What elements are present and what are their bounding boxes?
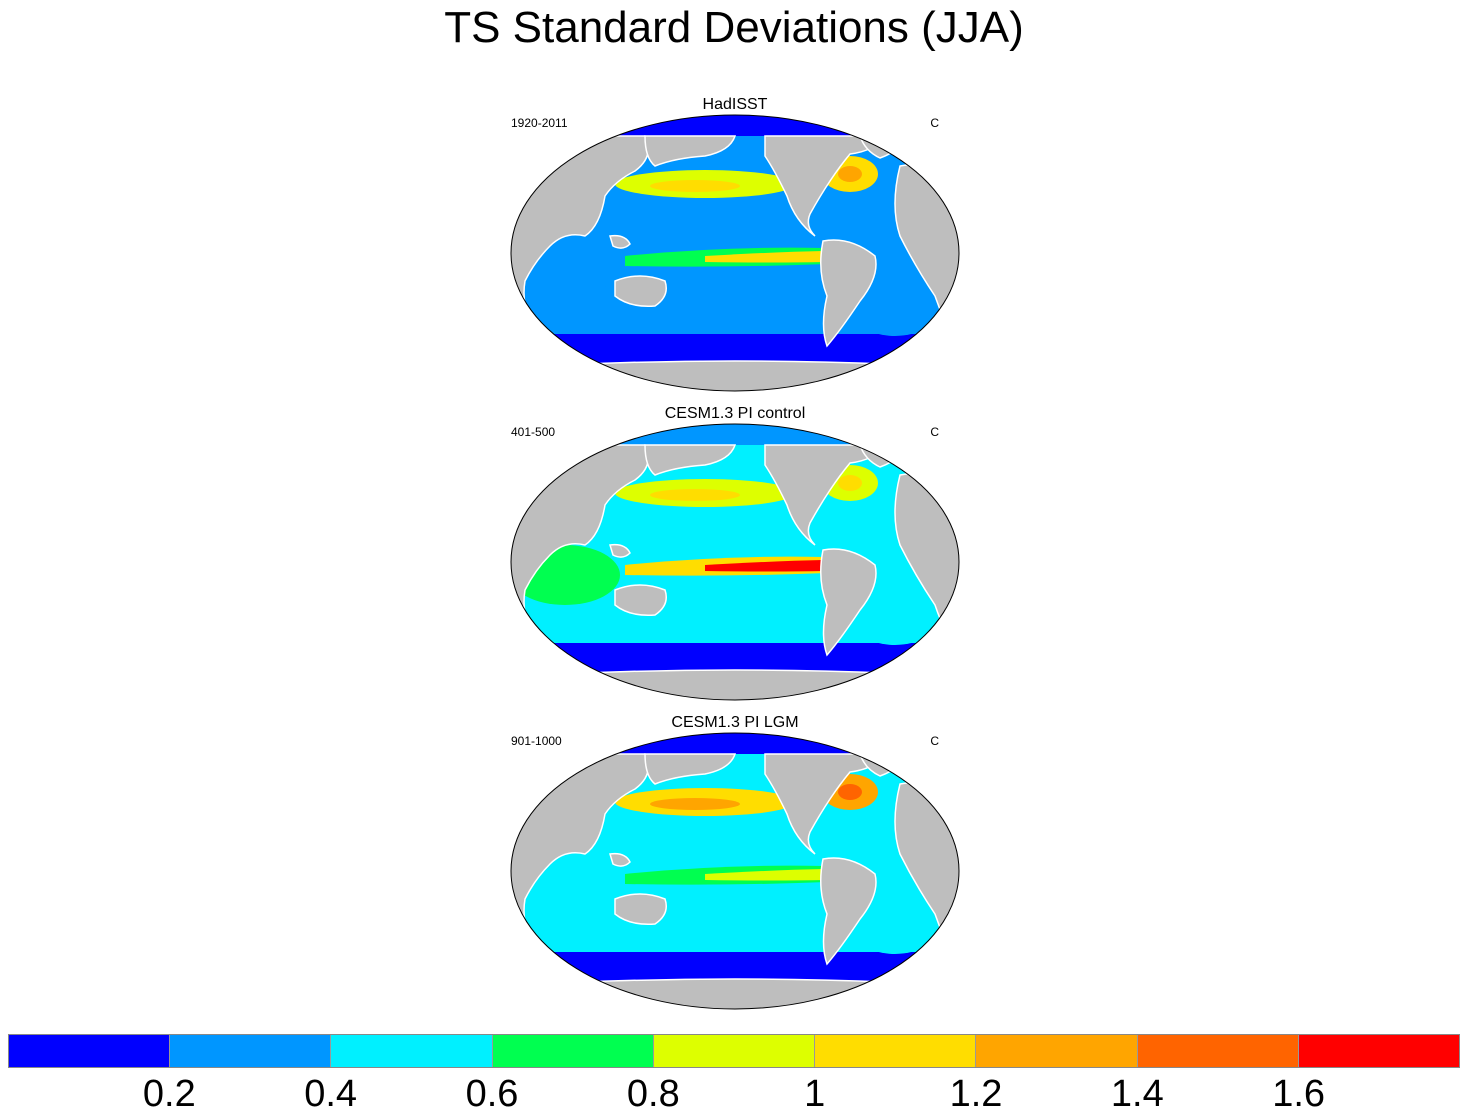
land-mass: [614, 584, 667, 617]
map-outline: [510, 114, 960, 392]
tropical-pacific-core: [705, 869, 825, 881]
land-mass: [609, 234, 631, 249]
panel-units: C: [930, 425, 939, 439]
panel-units: C: [930, 734, 939, 748]
main-title: TS Standard Deviations (JJA): [444, 3, 1024, 52]
panel-title: HadISST: [702, 96, 768, 113]
map-panel-hadisst: HadISST 1920-2011 C: [505, 96, 965, 396]
colorbar-cell: [653, 1035, 816, 1067]
land-mass: [511, 444, 650, 646]
colorbar-tick-label: 0.4: [304, 1073, 358, 1115]
land-mass: [609, 543, 631, 558]
north-atlantic-core: [838, 784, 862, 800]
land-mass: [644, 444, 737, 476]
land-mass: [764, 444, 887, 546]
world-map: [510, 114, 960, 392]
land-mass: [609, 852, 631, 867]
map-outline: [510, 423, 960, 701]
land-mass: [644, 753, 737, 785]
south-atlantic: [850, 894, 940, 954]
land-mass: [644, 135, 737, 167]
land-mass: [764, 135, 887, 237]
colorbar: [8, 1034, 1460, 1068]
land-mass: [614, 275, 667, 308]
map-outline: [510, 732, 960, 1010]
north-atlantic-core: [838, 166, 862, 182]
north-pacific-core: [650, 798, 740, 810]
panel-period: 1920-2011: [511, 116, 568, 130]
south-atlantic: [850, 276, 940, 336]
map-panel-cesm-pi-control: CESM1.3 PI control 401-500 C: [505, 405, 965, 705]
land-mass: [820, 857, 877, 966]
map-panel-cesm-pi-lgm: CESM1.3 PI LGM 901-1000 C: [505, 714, 965, 1014]
tropical-pacific-core: [705, 560, 825, 572]
arctic-ocean: [511, 115, 959, 136]
colorbar-cell: [976, 1035, 1138, 1067]
colorbar-tick-label: 1.2: [949, 1073, 1003, 1115]
north-atlantic-core: [838, 475, 862, 491]
land-mass: [764, 753, 887, 855]
colorbar-cell: [1298, 1035, 1459, 1067]
colorbar-tick-label: 0.2: [142, 1073, 196, 1115]
colorbar-tick-label: 1: [804, 1073, 826, 1115]
colorbar-cell: [170, 1035, 332, 1067]
panel-period: 401-500: [511, 425, 556, 439]
land-mass: [614, 893, 667, 926]
south-atlantic: [850, 585, 940, 645]
panel-period: 901-1000: [511, 734, 562, 748]
colorbar-cell: [492, 1035, 654, 1067]
world-map: [510, 423, 960, 701]
panel-title: CESM1.3 PI LGM: [671, 714, 799, 731]
land-mass: [820, 239, 877, 348]
colorbar-tick-label: 1.6: [1272, 1073, 1326, 1115]
land-mass: [820, 548, 877, 657]
panel-title: CESM1.3 PI control: [664, 405, 806, 422]
colorbar-cell: [331, 1035, 493, 1067]
world-map: [510, 732, 960, 1010]
colorbar-tick-label: 1.4: [1110, 1073, 1164, 1115]
colorbar-cell: [815, 1035, 977, 1067]
panel-units: C: [930, 116, 939, 130]
land-mass: [511, 753, 650, 955]
colorbar-tick-label: 0.6: [465, 1073, 519, 1115]
tropical-pacific-core: [705, 251, 825, 263]
north-pacific-core: [650, 180, 740, 192]
north-pacific-core: [650, 489, 740, 501]
colorbar-cell: [1137, 1035, 1299, 1067]
arctic-ocean: [511, 733, 959, 754]
colorbar-cell: [9, 1035, 171, 1067]
colorbar-tick-label: 0.8: [626, 1073, 680, 1115]
arctic-ocean: [511, 424, 959, 445]
land-mass: [511, 135, 650, 337]
